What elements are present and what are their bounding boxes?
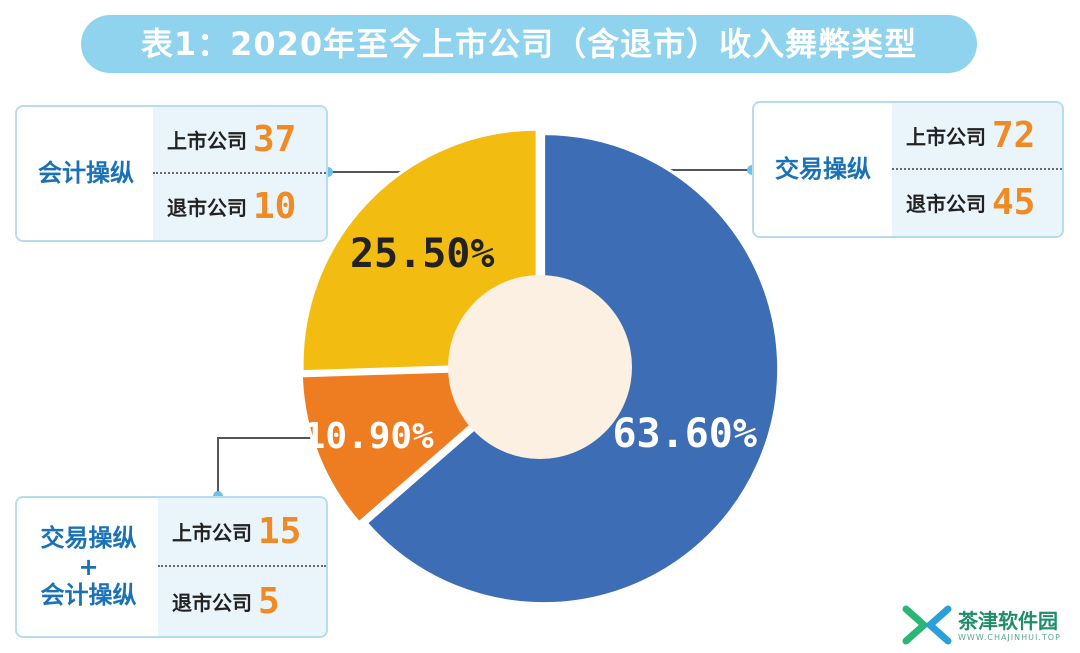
callout-jiaoyi-name: 交易操纵: [775, 155, 871, 184]
callout-combo-name-top: 交易操纵: [40, 523, 137, 552]
delisted-count: 5: [258, 581, 280, 622]
callout-kuaiji-counts: 上市公司 37 退市公司 10: [153, 107, 326, 240]
callout-kuaiji-name: 会计操纵: [38, 159, 134, 188]
slice-combo-label: 10.90%: [304, 416, 434, 457]
slice-kuaiji-label: 25.50%: [350, 231, 495, 277]
callout-combo: 交易操纵 + 会计操纵 上市公司 15 退市公司 5: [15, 496, 328, 638]
delisted-label: 退市公司: [906, 192, 986, 217]
watermark-subtext: WWW.CHAJINHUI.TOP: [958, 633, 1061, 642]
chart-title: 表1：2020年至今上市公司（含退市）收入舞弊类型: [81, 15, 977, 73]
callout-jiaoyi-listed-row: 上市公司 72: [892, 103, 1062, 170]
delisted-count: 45: [992, 182, 1036, 224]
listed-label: 上市公司: [167, 128, 247, 153]
delisted-label: 退市公司: [167, 196, 247, 221]
delisted-count: 10: [253, 186, 297, 228]
listed-label: 上市公司: [172, 521, 252, 545]
callout-jiaoyi: 交易操纵 上市公司 72 退市公司 45: [752, 101, 1064, 238]
delisted-label: 退市公司: [172, 591, 252, 615]
callout-combo-name-bottom: 会计操纵: [40, 581, 137, 610]
callout-combo-delisted-row: 退市公司 5: [158, 567, 326, 636]
callout-combo-listed-row: 上市公司 15: [158, 498, 326, 567]
watermark: 茶津软件园 WWW.CHAJINHUI.TOP: [902, 603, 1078, 647]
callout-combo-counts: 上市公司 15 退市公司 5: [158, 498, 326, 636]
listed-label: 上市公司: [906, 124, 986, 149]
pie-slice-labels: 63.60% 10.90% 25.50%: [304, 231, 757, 457]
connector-combo: [217, 437, 355, 496]
callout-jiaoyi-counts: 上市公司 72 退市公司 45: [892, 103, 1062, 236]
pie-center-hole: [448, 275, 632, 459]
callout-kuaiji-listed-row: 上市公司 37: [153, 107, 326, 174]
callout-combo-name: 交易操纵 + 会计操纵: [17, 498, 160, 636]
callout-combo-name-plus: +: [78, 552, 99, 581]
callout-kuaiji: 会计操纵 上市公司 37 退市公司 10: [15, 105, 328, 242]
watermark-logo-icon: [902, 605, 952, 645]
watermark-text: 茶津软件园: [958, 609, 1058, 633]
callout-jiaoyi-delisted-row: 退市公司 45: [892, 170, 1062, 237]
listed-count: 72: [992, 114, 1036, 156]
listed-count: 15: [258, 511, 302, 552]
listed-count: 37: [253, 118, 297, 160]
slice-jiaoyi-label: 63.60%: [612, 411, 757, 457]
callout-kuaiji-delisted-row: 退市公司 10: [153, 174, 326, 241]
